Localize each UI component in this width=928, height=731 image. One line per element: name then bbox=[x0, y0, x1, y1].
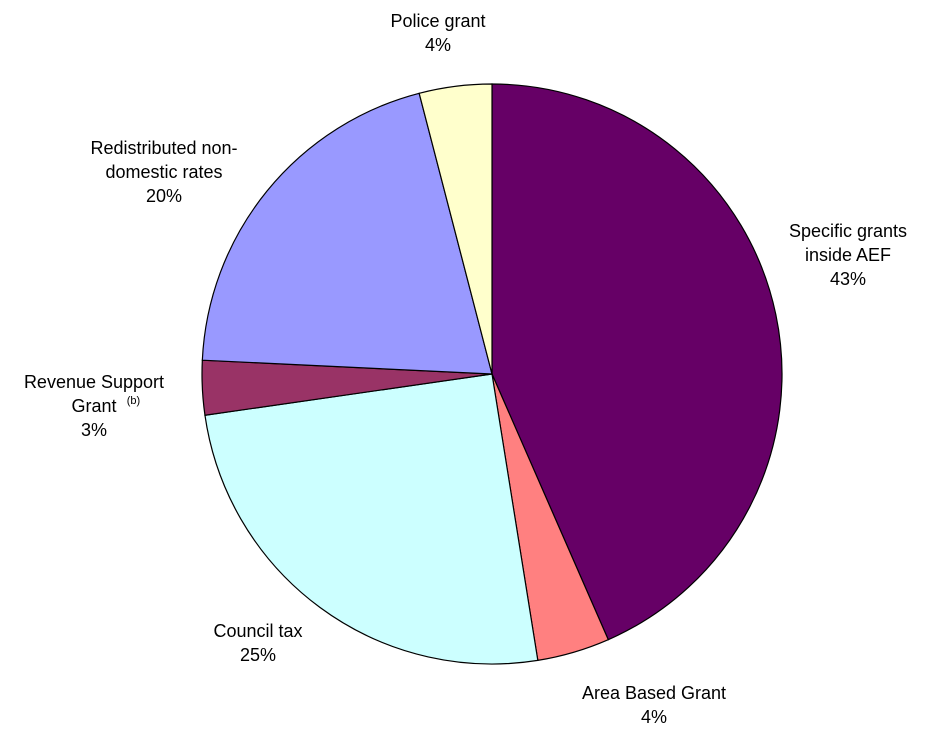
slice-label-line: Grant bbox=[71, 396, 116, 416]
slice-label: Redistributed non-domestic rates 20% bbox=[90, 138, 237, 206]
slice-label: Police grant 4% bbox=[390, 11, 485, 55]
slice-percent: 20% bbox=[146, 186, 182, 206]
pie-slices bbox=[201, 83, 783, 665]
slice-label-line: inside AEF bbox=[805, 245, 891, 265]
slice-percent: 4% bbox=[425, 35, 451, 55]
slice-percent: 4% bbox=[641, 707, 667, 727]
slice-label-line: Council tax bbox=[213, 621, 302, 641]
slice-label-line: Revenue Support bbox=[24, 372, 164, 392]
slice-label-line: domestic rates bbox=[105, 162, 222, 182]
pie-slice bbox=[201, 92, 493, 375]
slice-label-line: Specific grants bbox=[789, 221, 907, 241]
slice-percent: 43% bbox=[830, 269, 866, 289]
slice-label-superscript: (b) bbox=[127, 395, 140, 407]
pie-slice bbox=[204, 373, 539, 665]
slice-label-line: Police grant bbox=[390, 11, 485, 31]
slice-label: Council tax 25% bbox=[213, 621, 302, 665]
slice-percent: 3% bbox=[81, 420, 107, 440]
slice-label: Revenue Support Grant 3% bbox=[24, 372, 164, 440]
pie-labels: Specific grants inside AEF 43% Area Based G… bbox=[24, 11, 907, 727]
slice-label-line: Redistributed non- bbox=[90, 138, 237, 158]
pie-slice bbox=[491, 83, 783, 641]
pie-slice bbox=[418, 83, 493, 375]
slice-percent: 25% bbox=[240, 645, 276, 665]
slice-label: Area Based Grant 4% bbox=[582, 683, 726, 727]
slice-label-line: Area Based Grant bbox=[582, 683, 726, 703]
slice-label: Specific grants inside AEF 43% bbox=[789, 221, 907, 289]
